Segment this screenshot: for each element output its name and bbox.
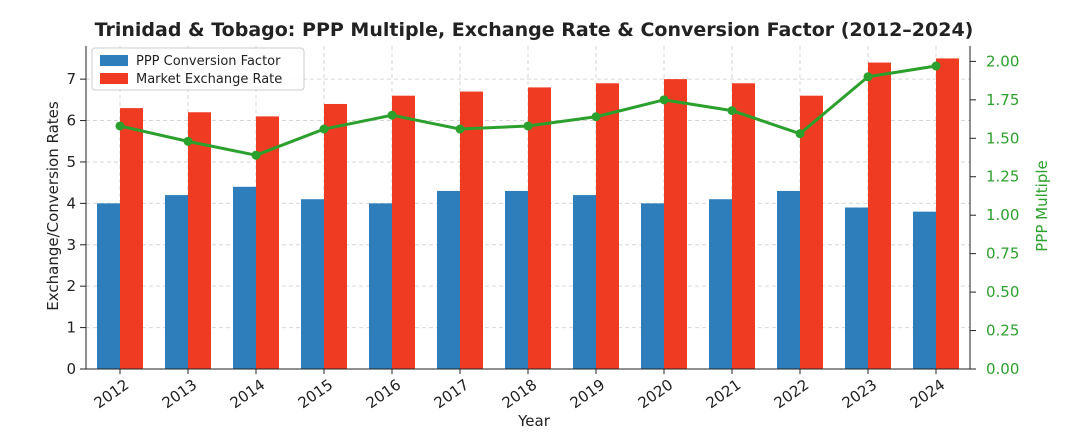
y-axis-label: Exchange/Conversion Rates bbox=[44, 101, 62, 311]
line-layer bbox=[115, 61, 941, 160]
chart-title: Trinidad & Tobago: PPP Multiple, Exchang… bbox=[95, 19, 974, 41]
market-exchange-bar-2016 bbox=[392, 95, 415, 369]
y2-tick-label: 0.00 bbox=[986, 360, 1019, 378]
ppp-conversion-bar-2022 bbox=[777, 190, 800, 369]
market-exchange-bar-2018 bbox=[528, 87, 551, 370]
y2-tick-label: 1.00 bbox=[986, 206, 1019, 224]
ppp-conversion-bar-2021 bbox=[709, 199, 732, 369]
legend-swatch bbox=[100, 55, 128, 66]
y2-tick-label: 1.75 bbox=[986, 91, 1019, 109]
market-exchange-bar-2020 bbox=[664, 79, 687, 369]
y2-axis-label: PPP Multiple bbox=[1033, 160, 1051, 252]
x-tick-label-2014: 2014 bbox=[227, 376, 269, 413]
x-tick-label-2020: 2020 bbox=[635, 376, 677, 413]
legend-box bbox=[91, 47, 305, 91]
y2-tick-label: 0.25 bbox=[986, 322, 1019, 340]
bar-layer bbox=[97, 58, 959, 370]
y-tick-label: 3 bbox=[66, 236, 76, 254]
ppp-multiple-point-2015 bbox=[319, 124, 329, 134]
market-exchange-bar-2021 bbox=[732, 83, 755, 370]
x-axis-label: Year bbox=[517, 412, 551, 430]
x-tick-label-2022: 2022 bbox=[771, 376, 813, 413]
ppp-multiple-point-2020 bbox=[659, 95, 669, 105]
market-exchange-bar-2022 bbox=[800, 95, 823, 369]
x-tick-label-2015: 2015 bbox=[295, 376, 337, 413]
x-tick-label-2013: 2013 bbox=[159, 376, 201, 413]
y-tick-label: 6 bbox=[66, 112, 76, 130]
ppp-conversion-bar-2024 bbox=[913, 211, 936, 369]
ppp-conversion-bar-2018 bbox=[505, 190, 528, 369]
x-tick-label-2023: 2023 bbox=[839, 376, 881, 413]
market-exchange-bar-2015 bbox=[324, 103, 347, 369]
ppp-multiple-point-2017 bbox=[455, 124, 465, 134]
ppp-conversion-bar-2012 bbox=[97, 203, 120, 369]
y2-tick-label: 1.50 bbox=[986, 129, 1019, 147]
x-tick-label-2021: 2021 bbox=[703, 376, 745, 413]
y-tick-label: 2 bbox=[66, 277, 76, 295]
ppp-conversion-bar-2023 bbox=[845, 207, 868, 369]
y-tick-label: 7 bbox=[66, 70, 76, 88]
x-tick-label-2017: 2017 bbox=[431, 376, 473, 413]
market-exchange-bar-2023 bbox=[868, 62, 891, 370]
ppp-conversion-bar-2016 bbox=[369, 203, 392, 369]
y-tick-label: 0 bbox=[66, 360, 76, 378]
x-tick-label-2016: 2016 bbox=[363, 376, 405, 413]
ppp-conversion-bar-2014 bbox=[233, 186, 256, 369]
ppp-conversion-bar-2019 bbox=[573, 195, 596, 369]
ppp-multiple-point-2014 bbox=[251, 150, 261, 160]
y2-tick-label: 0.50 bbox=[986, 283, 1019, 301]
ppp-multiple-point-2018 bbox=[523, 121, 533, 131]
legend-label: Market Exchange Rate bbox=[136, 72, 282, 87]
ppp-multiple-point-2012 bbox=[115, 121, 125, 131]
y-tick-label: 4 bbox=[66, 194, 76, 212]
market-exchange-bar-2017 bbox=[460, 91, 483, 370]
legend-swatch bbox=[100, 73, 128, 84]
ppp-conversion-bar-2015 bbox=[301, 199, 324, 369]
y-tick-label: 5 bbox=[66, 153, 76, 171]
legend-label: PPP Conversion Factor bbox=[136, 54, 281, 69]
x-tick-label-2012: 2012 bbox=[91, 376, 133, 413]
ppp-multiple-point-2019 bbox=[591, 112, 601, 122]
market-exchange-bar-2019 bbox=[596, 83, 619, 370]
y-tick-label: 1 bbox=[66, 319, 76, 337]
y2-tick-label: 0.75 bbox=[986, 245, 1019, 263]
ppp-multiple-point-2023 bbox=[863, 72, 873, 82]
ppp-conversion-bar-2013 bbox=[165, 195, 188, 369]
y2-tick-label: 1.25 bbox=[986, 168, 1019, 186]
legend: PPP Conversion Factor Market Exchange Rat… bbox=[91, 47, 305, 91]
market-exchange-bar-2014 bbox=[256, 116, 279, 370]
ppp-multiple-point-2016 bbox=[387, 110, 397, 120]
ppp-conversion-bar-2017 bbox=[437, 190, 460, 369]
x-tick-label-2024: 2024 bbox=[907, 376, 949, 413]
market-exchange-bar-2013 bbox=[188, 112, 211, 369]
market-exchange-bar-2024 bbox=[936, 58, 959, 370]
ppp-multiple-point-2021 bbox=[727, 106, 737, 116]
x-tick-label-2019: 2019 bbox=[567, 376, 609, 413]
ppp-multiple-point-2013 bbox=[183, 136, 193, 146]
market-exchange-bar-2012 bbox=[120, 108, 143, 369]
y2-tick-label: 2.00 bbox=[986, 52, 1019, 70]
ppp-conversion-bar-2020 bbox=[641, 203, 664, 369]
ppp-multiple-point-2024 bbox=[931, 61, 941, 71]
x-tick-label-2018: 2018 bbox=[499, 376, 541, 413]
ppp-multiple-point-2022 bbox=[795, 129, 805, 139]
